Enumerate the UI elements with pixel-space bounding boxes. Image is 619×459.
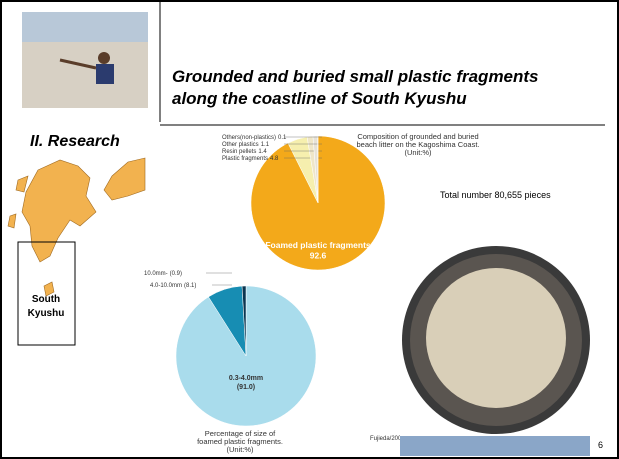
region-label: South xyxy=(32,294,60,305)
slice-value: (8.1) xyxy=(184,283,196,289)
slide-title: along the coastline of South Kyushu xyxy=(172,89,467,108)
slice-label: Other plastics 1.1 xyxy=(222,142,270,148)
slice-value: (91.0) xyxy=(237,384,255,391)
slice-label: 10.0mm- (0.9) xyxy=(144,271,182,277)
slice-category: 4.0-10.0mm xyxy=(150,283,182,289)
chart-title: Composition of grounded and buried xyxy=(357,132,478,141)
slice-category: Plastic fragments xyxy=(222,156,268,162)
slice-value: (0.9) xyxy=(170,271,182,277)
slice-category: Other plastics xyxy=(222,142,259,148)
slice-value: 4.8 xyxy=(270,156,279,162)
chart-title: beach litter on the Kagoshima Coast. xyxy=(357,140,480,149)
slice-category: 10.0mm- xyxy=(144,271,168,277)
slice-label: Others(non-plastics) 0.1 xyxy=(222,135,287,141)
source: Fujieda/2002 xyxy=(370,436,405,442)
slice-category: Resin pellets xyxy=(222,149,256,155)
slice-value: 0.1 xyxy=(278,135,287,141)
pie-slice xyxy=(241,285,247,357)
region-box xyxy=(17,241,76,346)
slice-value: 1.1 xyxy=(261,142,270,148)
slice-label: Resin pellets 1.4 xyxy=(222,149,267,155)
section-title: II. Research xyxy=(30,133,120,150)
slice-value: 1.4 xyxy=(258,149,267,155)
page-number: 6 xyxy=(598,440,603,450)
beach-photo xyxy=(22,12,148,108)
slide-title: Grounded and buried small plastic fragme… xyxy=(172,67,539,86)
slice-category: Others(non-plastics) xyxy=(222,135,276,141)
slice-label: 0.3-4.0mm xyxy=(229,375,263,382)
chart-title: (Unit:%) xyxy=(404,148,432,157)
slice-label: Plastic fragments 4.8 xyxy=(222,156,279,162)
chart-title: Percentage of size of xyxy=(205,429,276,438)
region-label: Kyushu xyxy=(28,308,65,319)
total-note: Total number 80,655 pieces xyxy=(440,190,551,200)
slice-value: 92.6 xyxy=(310,251,327,261)
petri-dish-photo xyxy=(400,246,590,456)
slice-label: 4.0-10.0mm (8.1) xyxy=(150,283,196,289)
map xyxy=(7,157,146,297)
slice-label: Foamed plastic fragments xyxy=(265,240,371,250)
chart-title: foamed plastic fragments. xyxy=(197,437,283,446)
chart-title: (Unit:%) xyxy=(226,445,254,454)
